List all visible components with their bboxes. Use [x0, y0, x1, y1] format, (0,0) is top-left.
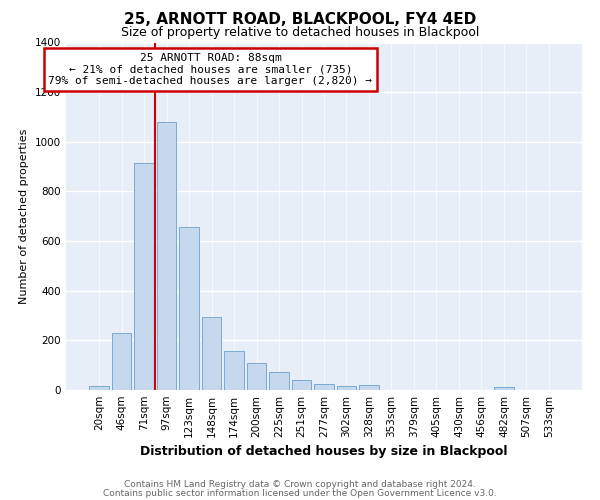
Text: Size of property relative to detached houses in Blackpool: Size of property relative to detached ho…	[121, 26, 479, 39]
Bar	[269, 372, 289, 390]
Bar	[179, 228, 199, 390]
Bar	[337, 386, 356, 390]
Bar	[134, 163, 154, 390]
X-axis label: Distribution of detached houses by size in Blackpool: Distribution of detached houses by size …	[140, 446, 508, 458]
Bar	[314, 384, 334, 390]
Text: 25 ARNOTT ROAD: 88sqm
← 21% of detached houses are smaller (735)
79% of semi-det: 25 ARNOTT ROAD: 88sqm ← 21% of detached …	[49, 53, 373, 86]
Bar	[224, 351, 244, 390]
Text: Contains HM Land Registry data © Crown copyright and database right 2024.: Contains HM Land Registry data © Crown c…	[124, 480, 476, 489]
Bar	[89, 386, 109, 390]
Text: Contains public sector information licensed under the Open Government Licence v3: Contains public sector information licen…	[103, 488, 497, 498]
Bar	[292, 380, 311, 390]
Bar	[202, 318, 221, 390]
Bar	[157, 122, 176, 390]
Bar	[494, 387, 514, 390]
Bar	[359, 385, 379, 390]
Text: 25, ARNOTT ROAD, BLACKPOOL, FY4 4ED: 25, ARNOTT ROAD, BLACKPOOL, FY4 4ED	[124, 12, 476, 28]
Bar	[112, 333, 131, 390]
Bar	[247, 363, 266, 390]
Y-axis label: Number of detached properties: Number of detached properties	[19, 128, 29, 304]
